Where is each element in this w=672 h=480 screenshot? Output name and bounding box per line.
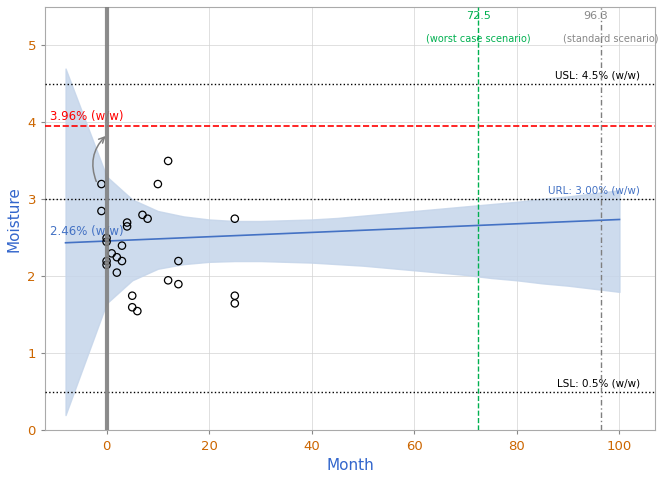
Text: 72.5: 72.5 <box>466 11 491 21</box>
Point <box>101 234 112 242</box>
Text: (worst case scenario): (worst case scenario) <box>426 34 531 44</box>
Point <box>229 300 240 307</box>
Point <box>137 211 148 219</box>
Point <box>229 292 240 300</box>
Point <box>229 215 240 223</box>
Text: URL: 3.00% (w/w): URL: 3.00% (w/w) <box>548 186 640 196</box>
Point <box>101 261 112 269</box>
Text: 96.3: 96.3 <box>583 11 607 21</box>
Text: USL: 4.5% (w/w): USL: 4.5% (w/w) <box>555 70 640 80</box>
Point <box>142 215 153 223</box>
Point <box>96 207 107 215</box>
Point <box>112 253 122 261</box>
X-axis label: Month: Month <box>327 458 374 473</box>
Point <box>116 242 127 250</box>
Point <box>163 157 173 165</box>
Point <box>127 292 138 300</box>
Point <box>173 280 183 288</box>
Text: 2.46% (w/w): 2.46% (w/w) <box>50 225 124 238</box>
Point <box>101 257 112 265</box>
Y-axis label: Moisture: Moisture <box>7 186 22 252</box>
Point <box>163 276 173 284</box>
Point <box>106 250 117 257</box>
Point <box>127 303 138 311</box>
Point <box>116 257 127 265</box>
Point <box>122 223 132 230</box>
Text: LSL: 0.5% (w/w): LSL: 0.5% (w/w) <box>557 378 640 388</box>
Point <box>112 269 122 276</box>
Point <box>101 238 112 246</box>
Point <box>153 180 163 188</box>
Point <box>132 307 142 315</box>
Text: (standard scenario): (standard scenario) <box>563 34 659 44</box>
Text: 3.96% (w/w): 3.96% (w/w) <box>50 109 124 122</box>
Point <box>96 180 107 188</box>
Point <box>122 219 132 227</box>
Point <box>173 257 183 265</box>
